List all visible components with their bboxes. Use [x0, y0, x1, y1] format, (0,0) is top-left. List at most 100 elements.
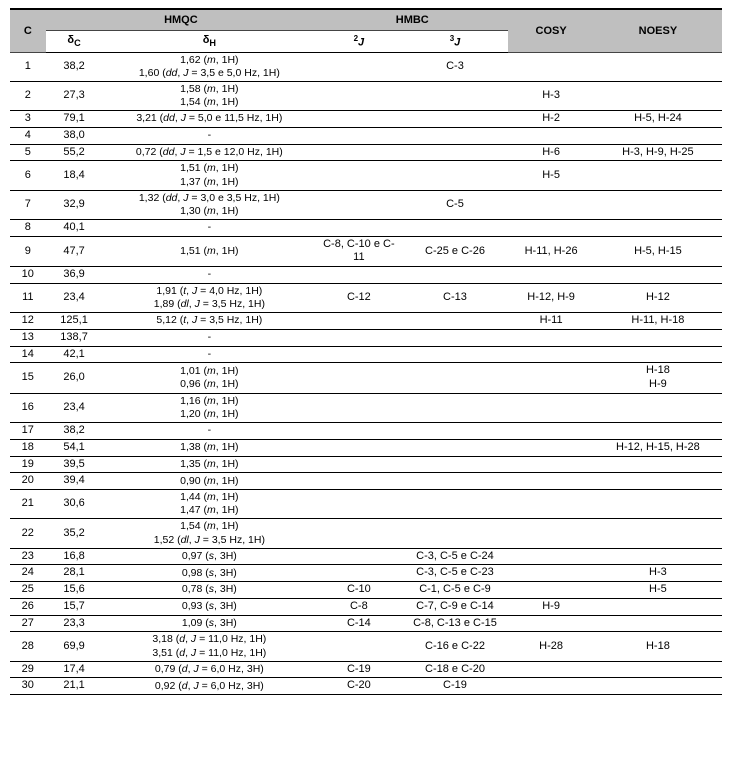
cell-cosy	[508, 190, 593, 219]
cell-j2	[316, 548, 401, 565]
cell-j2	[316, 52, 401, 81]
cell-j3	[402, 144, 509, 161]
col-cosy: COSY	[508, 9, 593, 52]
cell-dc: 18,4	[46, 161, 103, 190]
col-noesy: NOESY	[594, 9, 722, 52]
cell-cosy	[508, 615, 593, 632]
cell-j3	[402, 346, 509, 363]
cell-noesy	[594, 519, 722, 548]
cell-cosy: H-6	[508, 144, 593, 161]
cell-j2: C-19	[316, 661, 401, 678]
cell-dh: 1,09 (s, 3H)	[103, 615, 317, 632]
cell-dh: 1,51 (m, 1H)1,37 (m, 1H)	[103, 161, 317, 190]
cell-dh: 0,90 (m, 1H)	[103, 473, 317, 490]
cell-dc: 27,3	[46, 81, 103, 110]
cell-j3: C-16 e C-22	[402, 632, 509, 661]
col-delta-c: δC	[46, 31, 103, 53]
cell-dh: -	[103, 267, 317, 284]
table-row: 3021,10,92 (d, J = 6,0 Hz, 3H)C-20C-19	[10, 678, 722, 695]
cell-noesy: H-12	[594, 283, 722, 312]
cell-c: 27	[10, 615, 46, 632]
table-row: 1036,9-	[10, 267, 722, 284]
cell-dh: 5,12 (t, J = 3,5 Hz, 1H)	[103, 313, 317, 330]
cell-dc: 79,1	[46, 111, 103, 128]
cell-dc: 15,6	[46, 582, 103, 599]
cell-j3: C-7, C-9 e C-14	[402, 598, 509, 615]
cell-cosy	[508, 423, 593, 440]
cell-c: 19	[10, 456, 46, 473]
cell-dc: 38,2	[46, 52, 103, 81]
cell-j2	[316, 423, 401, 440]
cell-cosy	[508, 548, 593, 565]
cell-dc: 38,0	[46, 127, 103, 144]
cell-dh: 1,51 (m, 1H)	[103, 236, 317, 267]
cell-j3	[402, 127, 509, 144]
cell-noesy	[594, 329, 722, 346]
cell-c: 20	[10, 473, 46, 490]
cell-dh: 1,32 (dd, J = 3,0 e 3,5 Hz, 1H)1,30 (m, …	[103, 190, 317, 219]
cell-c: 6	[10, 161, 46, 190]
cell-c: 3	[10, 111, 46, 128]
cell-c: 4	[10, 127, 46, 144]
cell-j2	[316, 346, 401, 363]
table-row: 2039,40,90 (m, 1H)	[10, 473, 722, 490]
cell-j3: C-13	[402, 283, 509, 312]
cell-j2	[316, 190, 401, 219]
cell-j2	[316, 81, 401, 110]
table-row: 2869,93,18 (d, J = 11,0 Hz, 1H)3,51 (d, …	[10, 632, 722, 661]
table-row: 379,13,21 (dd, J = 5,0 e 11,5 Hz, 1H)H-2…	[10, 111, 722, 128]
cell-c: 30	[10, 678, 46, 695]
cell-dh: 1,54 (m, 1H)1,52 (dl, J = 3,5 Hz, 1H)	[103, 519, 317, 548]
cell-dh: 1,35 (m, 1H)	[103, 456, 317, 473]
cell-cosy: H-11	[508, 313, 593, 330]
table-row: 1123,41,91 (t, J = 4,0 Hz, 1H)1,89 (dl, …	[10, 283, 722, 312]
cell-dc: 16,8	[46, 548, 103, 565]
table-row: 2130,61,44 (m, 1H)1,47 (m, 1H)	[10, 490, 722, 519]
cell-j3	[402, 219, 509, 236]
table-row: 2428,10,98 (s, 3H)C-3, C-5 e C-23H-3	[10, 565, 722, 582]
cell-noesy: H-3	[594, 565, 722, 582]
table-row: 12125,15,12 (t, J = 3,5 Hz, 1H)H-11H-11,…	[10, 313, 722, 330]
cell-dc: 28,1	[46, 565, 103, 582]
cell-dh: 0,78 (s, 3H)	[103, 582, 317, 599]
cell-dh: 0,79 (d, J = 6,0 Hz, 3H)	[103, 661, 317, 678]
cell-cosy	[508, 439, 593, 456]
cell-j2	[316, 144, 401, 161]
cell-j2	[316, 219, 401, 236]
cell-c: 13	[10, 329, 46, 346]
cell-dc: 47,7	[46, 236, 103, 267]
cell-j2: C-12	[316, 283, 401, 312]
cell-c: 18	[10, 439, 46, 456]
cell-dc: 35,2	[46, 519, 103, 548]
cell-j3: C-5	[402, 190, 509, 219]
cell-j2	[316, 267, 401, 284]
table-row: 732,91,32 (dd, J = 3,0 e 3,5 Hz, 1H)1,30…	[10, 190, 722, 219]
col-2j: 2J	[316, 31, 401, 53]
cell-dc: 23,3	[46, 615, 103, 632]
cell-dc: 26,0	[46, 363, 103, 394]
cell-j2	[316, 313, 401, 330]
table-row: 1738,2-	[10, 423, 722, 440]
cell-j2	[316, 473, 401, 490]
cell-j3	[402, 456, 509, 473]
cell-dh: 0,72 (dd, J = 1,5 e 12,0 Hz, 1H)	[103, 144, 317, 161]
cell-noesy	[594, 423, 722, 440]
cell-cosy	[508, 473, 593, 490]
cell-dc: 42,1	[46, 346, 103, 363]
cell-dc: 54,1	[46, 439, 103, 456]
cell-c: 17	[10, 423, 46, 440]
cell-c: 24	[10, 565, 46, 582]
cell-cosy: H-5	[508, 161, 593, 190]
cell-cosy: H-28	[508, 632, 593, 661]
cell-cosy	[508, 52, 593, 81]
cell-j3: C-1, C-5 e C-9	[402, 582, 509, 599]
cell-j2: C-8	[316, 598, 401, 615]
cell-cosy	[508, 329, 593, 346]
table-row: 2615,70,93 (s, 3H)C-8C-7, C-9 e C-14H-9	[10, 598, 722, 615]
cell-c: 5	[10, 144, 46, 161]
cell-dc: 36,9	[46, 267, 103, 284]
cell-noesy	[594, 52, 722, 81]
table-row: 555,20,72 (dd, J = 1,5 e 12,0 Hz, 1H)H-6…	[10, 144, 722, 161]
cell-j3: C-8, C-13 e C-15	[402, 615, 509, 632]
cell-cosy	[508, 678, 593, 695]
